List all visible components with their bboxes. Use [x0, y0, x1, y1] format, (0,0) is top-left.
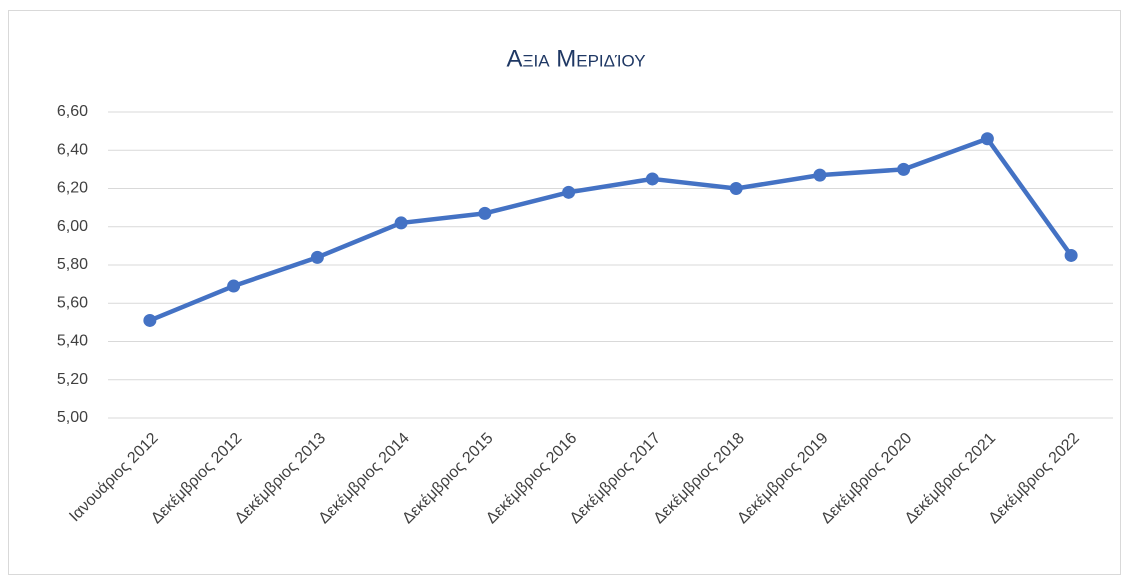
line: [149, 136, 1073, 323]
point: [980, 132, 994, 146]
y-tick-label: 5,20: [57, 371, 88, 388]
y-tick-label: 6,40: [57, 141, 88, 158]
chart-title: Αξια Μεριδίου: [506, 45, 645, 72]
y-tick-label: 6,00: [57, 218, 88, 235]
y-tick-label: 5,80: [57, 256, 88, 273]
point: [813, 168, 827, 182]
y-tick-label: 5,40: [57, 333, 88, 350]
point: [310, 250, 324, 264]
point: [645, 172, 659, 186]
y-tick-label: 5,60: [57, 294, 88, 311]
point: [729, 182, 743, 195]
point: [562, 185, 576, 199]
chart-border: [8, 10, 1121, 575]
point: [143, 313, 157, 327]
point: [1064, 248, 1078, 262]
y-tick-label: 6,20: [57, 180, 88, 197]
y-tick-label: 5,00: [57, 409, 88, 426]
point: [478, 206, 492, 220]
point: [227, 279, 241, 293]
point: [394, 216, 408, 230]
y-tick-label: 6,60: [57, 103, 88, 120]
point: [897, 162, 911, 176]
